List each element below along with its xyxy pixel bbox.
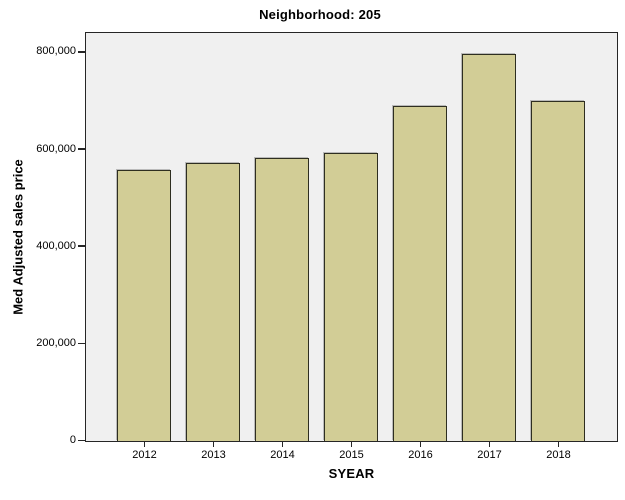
bar-2013	[186, 162, 240, 441]
bar-2017	[462, 54, 516, 441]
plot-area	[85, 32, 618, 442]
x-tick-label: 2016	[408, 449, 433, 461]
bar-2015	[324, 153, 378, 441]
y-tick-label: 400,000	[36, 239, 76, 252]
x-axis-title: SYEAR	[328, 466, 375, 481]
bars-layer	[86, 33, 617, 441]
y-tick-mark	[78, 342, 85, 345]
chart-title: Neighborhood: 205	[259, 7, 381, 22]
x-tick-mark	[212, 442, 215, 447]
x-tick-label: 2015	[339, 449, 364, 461]
x-tick-mark	[143, 442, 146, 447]
y-tick-label: 800,000	[36, 45, 76, 58]
y-tick-label: 600,000	[36, 142, 76, 155]
bar-2012	[117, 169, 171, 441]
y-tick-label: 0	[69, 434, 76, 446]
x-tick-label: 2017	[477, 449, 502, 461]
x-tick-label: 2012	[132, 449, 157, 461]
x-tick-mark	[281, 442, 284, 447]
y-tick-mark	[78, 245, 85, 247]
y-tick-mark	[78, 439, 85, 442]
y-axis-title: Med Adjusted sales price	[10, 159, 26, 315]
y-tick-label: 200,000	[36, 336, 76, 349]
x-tick-label: 2013	[201, 449, 226, 461]
x-tick-mark	[488, 442, 491, 447]
x-tick-mark	[350, 442, 353, 447]
x-tick-label: 2018	[546, 449, 571, 461]
x-tick-label: 2014	[270, 449, 295, 461]
bar-2014	[255, 157, 309, 441]
bar-2018	[531, 100, 585, 441]
x-tick-mark	[557, 442, 560, 447]
bar-2016	[393, 106, 447, 441]
y-tick-mark	[78, 148, 85, 150]
y-tick-mark	[78, 51, 85, 53]
x-tick-mark	[419, 442, 422, 447]
